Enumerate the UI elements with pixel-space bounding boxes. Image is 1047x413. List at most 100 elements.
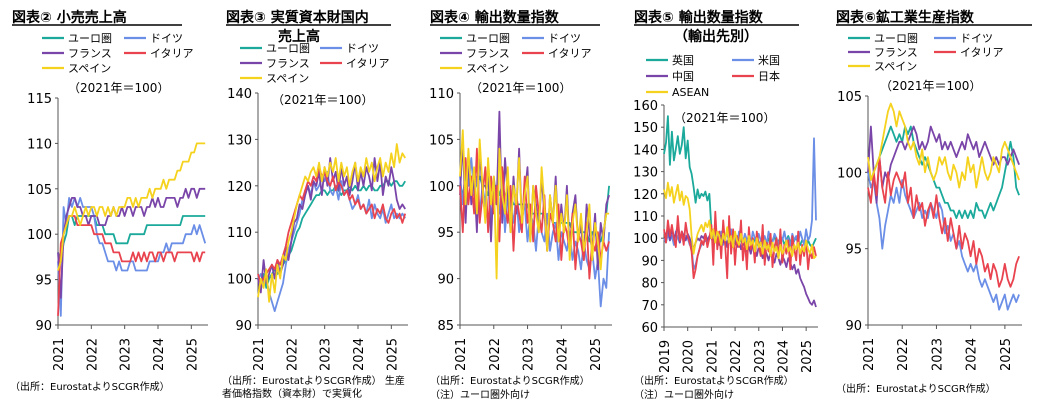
y-tick-label: 80 <box>641 277 658 292</box>
x-tick-label: 2023 <box>522 338 537 371</box>
x-tick-label: 2023 <box>119 338 134 371</box>
y-tick-label: 90 <box>35 319 52 334</box>
series-line-yellow <box>663 181 817 260</box>
legend-label: イタリア <box>346 57 390 70</box>
legend-label: ユーロ圏 <box>266 42 310 55</box>
legend-label: ASEAN <box>672 86 709 99</box>
y-tick-label: 100 <box>429 180 454 195</box>
x-tick-label: 2022 <box>729 340 744 373</box>
unit-label: （2021年＝100） <box>470 81 571 95</box>
series-line-red <box>57 215 206 316</box>
y-tick-label: 105 <box>27 183 52 198</box>
legend-label: ユーロ圏 <box>874 32 918 45</box>
y-tick-label: 90 <box>845 319 862 334</box>
legend-label: スペイン <box>466 62 509 75</box>
legend-label: スペイン <box>68 62 111 75</box>
x-tick-label: 2024 <box>965 338 980 371</box>
footnote: （注）ユーロ圏外向け <box>430 388 530 401</box>
x-tick-label: 2021 <box>705 340 720 373</box>
y-tick-label: 95 <box>437 226 454 241</box>
legend-label: フランス <box>266 57 310 70</box>
y-tick-label: 115 <box>27 92 52 107</box>
legend-label: イタリア <box>960 46 1004 59</box>
y-tick-label: 105 <box>837 90 862 105</box>
source-note-line2: 者価格指数（資本財）で実質化 <box>222 387 362 400</box>
chart-title: 図表⑤ 輸出数量指数 <box>634 9 764 26</box>
x-tick-label: 2022 <box>488 338 503 371</box>
legend-label: フランス <box>874 46 918 59</box>
y-tick-label: 110 <box>633 210 658 225</box>
chart-title: 図表⑥鉱工業生産指数 <box>836 9 975 26</box>
legend-label: フランス <box>466 47 510 60</box>
series-line-purple <box>867 125 1020 204</box>
x-tick-label: 2025 <box>385 338 400 371</box>
series-line-yellow <box>257 143 406 303</box>
legend-label: ユーロ圏 <box>68 32 112 45</box>
series-line-blue <box>57 196 207 317</box>
y-tick-label: 100 <box>227 273 252 288</box>
legend-label: 米国 <box>758 54 780 67</box>
x-tick-label: 2025 <box>185 338 200 371</box>
x-tick-label: 2022 <box>85 338 100 371</box>
series-line-yellow <box>867 102 1020 189</box>
x-tick-label: 2022 <box>896 338 911 371</box>
x-tick-label: 2025 <box>800 340 815 373</box>
legend-label: 中国 <box>672 70 694 83</box>
legend-label: スペイン <box>874 60 917 73</box>
x-tick-label: 2020 <box>682 340 697 373</box>
y-tick-label: 60 <box>641 321 658 336</box>
x-tick-label: 2024 <box>152 338 167 371</box>
y-tick-label: 85 <box>437 319 454 334</box>
legend-label: イタリア <box>150 47 194 60</box>
x-tick-label: 2025 <box>589 338 604 371</box>
chart-title: 図表② 小売売上高 <box>12 9 127 26</box>
legend-label: ドイツ <box>150 32 183 45</box>
x-tick-label: 2021 <box>454 338 469 371</box>
y-tick-label: 105 <box>429 133 454 148</box>
series-line-red <box>867 156 1020 288</box>
y-tick-label: 95 <box>35 274 52 289</box>
series-line-red <box>663 210 817 280</box>
legend-label: ドイツ <box>548 32 581 45</box>
y-tick-label: 90 <box>437 273 454 288</box>
y-tick-label: 130 <box>633 166 658 181</box>
y-tick-label: 120 <box>227 180 252 195</box>
unit-label: （2021年＝100） <box>674 111 775 125</box>
source-note: （出所：EurostatよりSCGR作成） <box>430 374 590 387</box>
y-tick-label: 110 <box>227 226 252 241</box>
chart-title: 図表④ 輸出数量指数 <box>430 9 560 26</box>
series-line-yellow <box>459 129 610 280</box>
y-tick-label: 95 <box>845 243 862 258</box>
series-line-red <box>459 147 610 280</box>
x-tick-label: 2024 <box>352 338 367 371</box>
legend-label: フランス <box>68 47 112 60</box>
series-line-yellow <box>57 142 206 271</box>
y-tick-label: 150 <box>633 121 658 136</box>
chart-title-line2: （輸出先別） <box>674 28 758 45</box>
source-note: （出所：EurostatよりSCGR作成） <box>836 382 996 395</box>
unit-label: （2021年＝100） <box>880 79 981 93</box>
x-tick-label: 2025 <box>999 338 1014 371</box>
y-tick-label: 100 <box>27 228 52 243</box>
y-tick-label: 140 <box>633 143 658 158</box>
y-tick-label: 90 <box>641 254 658 269</box>
chart-title-line2: 売上高 <box>278 28 320 45</box>
x-tick-label: 2024 <box>776 340 791 373</box>
legend-label: ドイツ <box>960 32 993 45</box>
x-tick-label: 2021 <box>862 338 877 371</box>
y-tick-label: 70 <box>641 299 658 314</box>
x-tick-label: 2023 <box>319 338 334 371</box>
unit-label: （2021年＝100） <box>68 81 169 95</box>
source-note: （出所：EurostatよりSCGR作成） 生産 <box>222 374 405 387</box>
x-tick-label: 2022 <box>285 338 300 371</box>
y-tick-label: 140 <box>227 87 252 102</box>
x-tick-label: 2021 <box>252 338 267 371</box>
x-tick-label: 2023 <box>753 340 768 373</box>
source-note: （出所：EurostatよりSCGR作成） <box>10 380 170 393</box>
